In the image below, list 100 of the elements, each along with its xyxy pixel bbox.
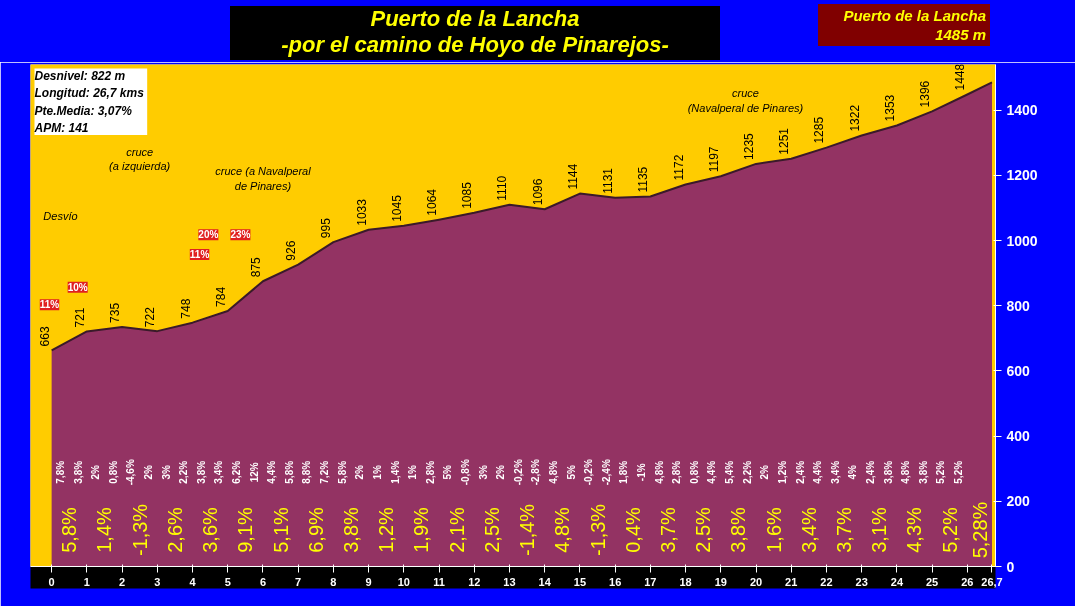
x-tick-label: 7 xyxy=(295,575,302,588)
x-tick-label: 5 xyxy=(224,575,231,588)
annotation: 3,8% xyxy=(339,506,362,553)
annotation: 20% xyxy=(198,229,219,241)
annotation: 7,2% xyxy=(319,460,331,484)
data-label: 1064 xyxy=(425,188,440,216)
x-tick-label: 12 xyxy=(468,575,481,588)
x-tick-label: 10 xyxy=(397,575,410,588)
annotation: 5% xyxy=(442,464,454,480)
data-label: 875 xyxy=(248,256,263,278)
annotation: 23% xyxy=(230,229,251,241)
annotation: 2% xyxy=(759,464,771,480)
annotation: 4,8% xyxy=(551,506,574,553)
data-label: 748 xyxy=(178,298,193,319)
annotation: 4% xyxy=(847,464,859,480)
annotation: 2,6% xyxy=(163,506,186,553)
annotation: 3,4% xyxy=(213,460,225,484)
annotation: 8,8% xyxy=(301,460,313,484)
annotation: cruce (a izquierda) xyxy=(109,145,171,173)
y-tick-label: 800 xyxy=(1006,297,1031,314)
annotation: 2% xyxy=(142,464,154,480)
annotation: 3,8% xyxy=(917,460,929,484)
annotation: 1,4% xyxy=(93,506,116,553)
annotation: 3,7% xyxy=(656,506,679,553)
data-label: 1045 xyxy=(389,194,404,222)
x-tick-label: 17 xyxy=(644,575,657,588)
annotation: 3,7% xyxy=(833,506,856,553)
annotation: 5,8% xyxy=(283,460,295,484)
annotation: 1% xyxy=(407,464,419,480)
x-tick-label: 1 xyxy=(83,575,90,588)
annotation: -2,4% xyxy=(600,459,612,486)
x-tick-label: 9 xyxy=(365,575,372,588)
annotation: 1,4% xyxy=(389,460,401,484)
y-tick-label: 1400 xyxy=(1006,102,1038,119)
annotation: 4,8% xyxy=(653,460,665,484)
x-tick-label: 18 xyxy=(679,575,692,588)
annotation: 4,4% xyxy=(706,460,718,484)
text: Puerto de la Lancha 1485 m xyxy=(818,4,990,46)
data-label: 926 xyxy=(284,240,299,261)
x-tick-label: 21 xyxy=(785,575,798,588)
annotation: 11% xyxy=(189,249,210,261)
data-label: 1172 xyxy=(671,154,686,181)
annotation: 11% xyxy=(39,299,60,311)
data-label: 1396 xyxy=(918,80,933,108)
data-label: 722 xyxy=(143,306,158,328)
annotation: 1% xyxy=(371,464,383,480)
annotation: 3,8% xyxy=(72,460,84,484)
y-tick-label: 0 xyxy=(1006,558,1015,575)
data-label: 1235 xyxy=(742,132,757,160)
annotation: -1,4% xyxy=(516,503,539,557)
annotation: 4,3% xyxy=(903,506,926,553)
x-tick-label: 25 xyxy=(925,575,939,588)
y-tick-label: 200 xyxy=(1006,493,1031,510)
annotation: 4,8% xyxy=(548,460,559,484)
data-label: 1144 xyxy=(565,163,580,190)
x-tick-label: 15 xyxy=(573,575,587,588)
data-label: 1353 xyxy=(882,94,897,122)
y-tick-label: 1200 xyxy=(1006,167,1038,184)
data-label: 784 xyxy=(213,286,228,307)
x-tick-label: 19 xyxy=(714,575,727,588)
x-tick-label: 23 xyxy=(855,575,868,588)
annotation: 3% xyxy=(160,464,172,480)
annotation: 2% xyxy=(354,464,366,480)
annotation: 3,4% xyxy=(829,460,841,484)
annotation: 4,8% xyxy=(900,460,912,484)
annotation: -0,8% xyxy=(459,459,471,486)
annotation: 4,4% xyxy=(812,460,824,484)
annotation: 3,8% xyxy=(882,460,894,484)
annotation: 5,4% xyxy=(724,460,736,484)
x-tick-label: 14 xyxy=(538,575,552,588)
annotation: 5,1% xyxy=(269,506,292,553)
annotation: -1% xyxy=(636,463,648,482)
annotation: -0,2% xyxy=(583,459,595,486)
annotation: 0,8% xyxy=(688,460,700,484)
annotation: cruce (Navalperal de Pinares) xyxy=(687,87,804,114)
annotation: 1,6% xyxy=(762,506,785,553)
x-tick-label: 20 xyxy=(749,575,763,588)
annotation: 2,5% xyxy=(692,506,715,553)
annotation: 2,8% xyxy=(424,460,436,484)
annotation: 6,9% xyxy=(304,506,327,553)
data-label: 1096 xyxy=(530,178,545,206)
annotation: 4,4% xyxy=(266,460,278,484)
annotation: 7,8% xyxy=(54,460,66,484)
annotation: 0,8% xyxy=(107,460,119,484)
annotation: cruce (a Navalperal de Pinares) xyxy=(215,165,312,192)
annotation: 6,2% xyxy=(231,460,243,484)
annotation: 5,2% xyxy=(953,460,965,484)
annotation: Desnivel: 822 m Longitud: 26,7 kms Pte.Media: 3,07% APM: 141 xyxy=(33,68,145,135)
data-label: 1197 xyxy=(706,146,721,173)
annotation: 12% xyxy=(248,462,260,483)
annotation: 3,8% xyxy=(195,460,207,484)
data-label: 1251 xyxy=(777,127,792,155)
x-tick-label: 8 xyxy=(330,575,337,588)
annotation: 1,2% xyxy=(776,460,788,484)
y-tick-label: 1000 xyxy=(1006,232,1038,249)
x-tick-label: 26 xyxy=(961,575,974,588)
annotation: 2,2% xyxy=(741,460,753,484)
annotation: 2,4% xyxy=(794,460,806,484)
annotation: 5,2% xyxy=(935,460,947,484)
data-label: 735 xyxy=(108,302,123,323)
